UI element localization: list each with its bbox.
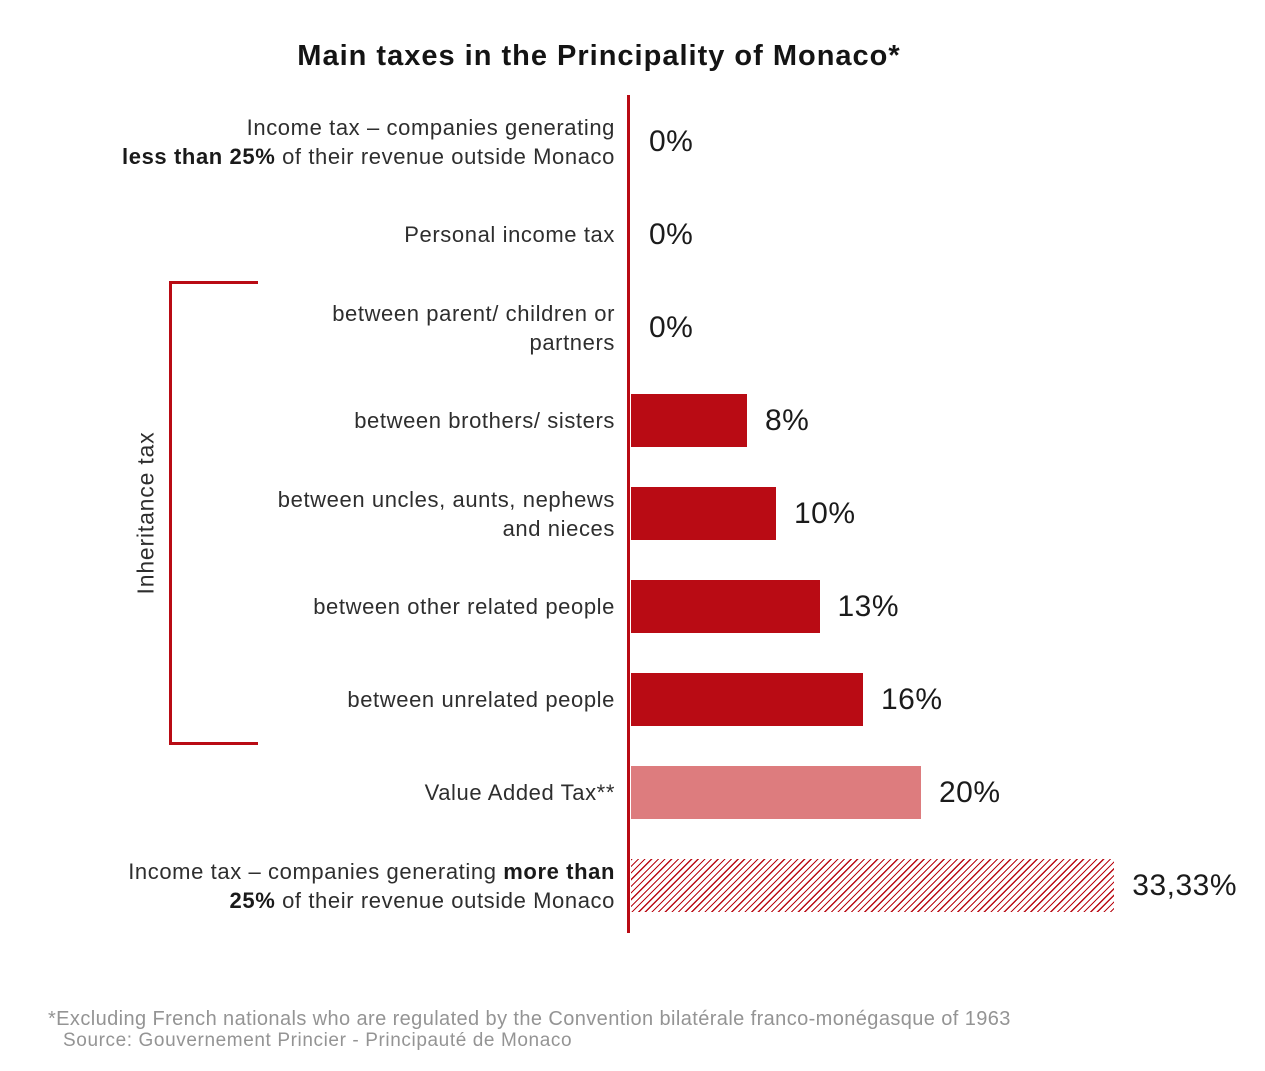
- inheritance-tax-group-label: Inheritance tax: [132, 431, 159, 595]
- value-label: 16%: [881, 682, 943, 716]
- chart-row-parent-children: between parent/ children or partners 0%: [0, 281, 1265, 374]
- value-label: 8%: [765, 403, 810, 437]
- chart-row-vat: Value Added Tax** 20%: [0, 746, 1265, 839]
- bar: [631, 766, 921, 819]
- footnotes: *Excluding French nationals who are regu…: [48, 951, 1011, 1071]
- row-plot: 33,33%: [631, 859, 1265, 912]
- chart-row-other-related: between other related people 13%: [0, 560, 1265, 653]
- chart-row-personal-income-tax: Personal income tax 0%: [0, 188, 1265, 281]
- row-label: between brothers/ sisters: [354, 408, 615, 433]
- row-label: between other related people: [313, 594, 615, 619]
- row-plot: 0%: [631, 115, 1265, 168]
- row-label: Value Added Tax**: [424, 780, 615, 805]
- chart-row-brothers-sisters: between brothers/ sisters 8%: [0, 374, 1265, 467]
- chart-row-unrelated: between unrelated people 16%: [0, 653, 1265, 746]
- bar: [631, 673, 863, 726]
- row-label: between uncles, aunts, nephews and niece…: [277, 486, 615, 541]
- bar: [631, 859, 1115, 912]
- chart-rows: Income tax – companies generating less t…: [0, 95, 1265, 932]
- value-label: 10%: [794, 496, 856, 530]
- value-label: 33,33%: [1132, 868, 1238, 902]
- bar: [631, 487, 776, 540]
- axis-baseline: [627, 95, 630, 933]
- chart-row-income-tax-less-25: Income tax – companies generating less t…: [0, 95, 1265, 188]
- chart-row-uncles-aunts: between uncles, aunts, nephews and niece…: [0, 467, 1265, 560]
- chart-row-income-tax-more-25: Income tax – companies generating more t…: [0, 839, 1265, 932]
- row-label: between unrelated people: [347, 687, 615, 712]
- value-label: 0%: [649, 310, 694, 344]
- row-label: Income tax – companies generating more t…: [128, 858, 615, 913]
- row-plot: 10%: [631, 487, 1265, 540]
- row-label: Personal income tax: [404, 222, 615, 247]
- value-label: 0%: [649, 217, 694, 251]
- row-plot: 13%: [631, 580, 1265, 633]
- footnote-1: *Excluding French nationals who are regu…: [48, 1008, 1011, 1030]
- value-label: 13%: [837, 589, 900, 623]
- bar: [631, 394, 747, 447]
- source-line: Source: Gouvernement Princier - Principa…: [63, 1030, 573, 1051]
- inheritance-tax-bracket: [169, 281, 258, 745]
- value-label: 0%: [649, 124, 694, 158]
- bar: [631, 580, 820, 633]
- row-label: between parent/ children or partners: [332, 300, 615, 355]
- row-plot: 0%: [631, 301, 1265, 354]
- row-plot: 0%: [631, 208, 1265, 261]
- row-plot: 8%: [631, 394, 1265, 447]
- row-label: Income tax – companies generating less t…: [122, 114, 615, 169]
- chart-title: Main taxes in the Principality of Monaco…: [297, 40, 901, 72]
- row-plot: 16%: [631, 673, 1265, 726]
- value-label: 20%: [939, 775, 1001, 809]
- row-plot: 20%: [631, 766, 1265, 819]
